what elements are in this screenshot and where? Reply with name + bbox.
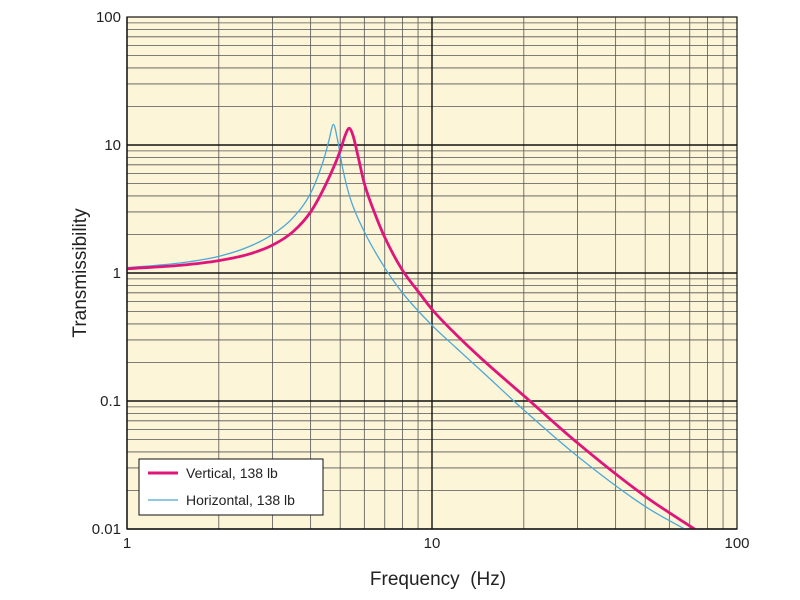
legend: Vertical, 138 lb Horizontal, 138 lb (138, 458, 324, 516)
x-tick-label: 10 (424, 535, 441, 552)
x-tick-label: 100 (724, 535, 749, 552)
y-tick-label: 1 (113, 265, 121, 282)
x-tick-label: 1 (123, 535, 131, 552)
y-tick-labels: 0.01 0.1 1 10 100 (92, 9, 121, 538)
series-lines (127, 123, 698, 529)
y-axis-title: Transmissibility (70, 208, 91, 338)
y-tick-label: 0.1 (100, 393, 121, 410)
legend-box (138, 458, 324, 516)
legend-label-horizontal: Horizontal, 138 lb (186, 492, 295, 508)
x-tick-labels: 1 10 100 (123, 535, 750, 552)
plot-frame (126, 16, 738, 530)
y-tick-label: 0.01 (92, 521, 121, 538)
legend-label-vertical: Vertical, 138 lb (186, 465, 278, 481)
y-tick-label: 100 (96, 9, 121, 26)
series-line-vertical (127, 126, 698, 529)
y-tick-label: 10 (104, 137, 121, 154)
x-axis-title: Frequency (Hz) (370, 569, 506, 590)
series-line-horizontal (127, 123, 686, 529)
